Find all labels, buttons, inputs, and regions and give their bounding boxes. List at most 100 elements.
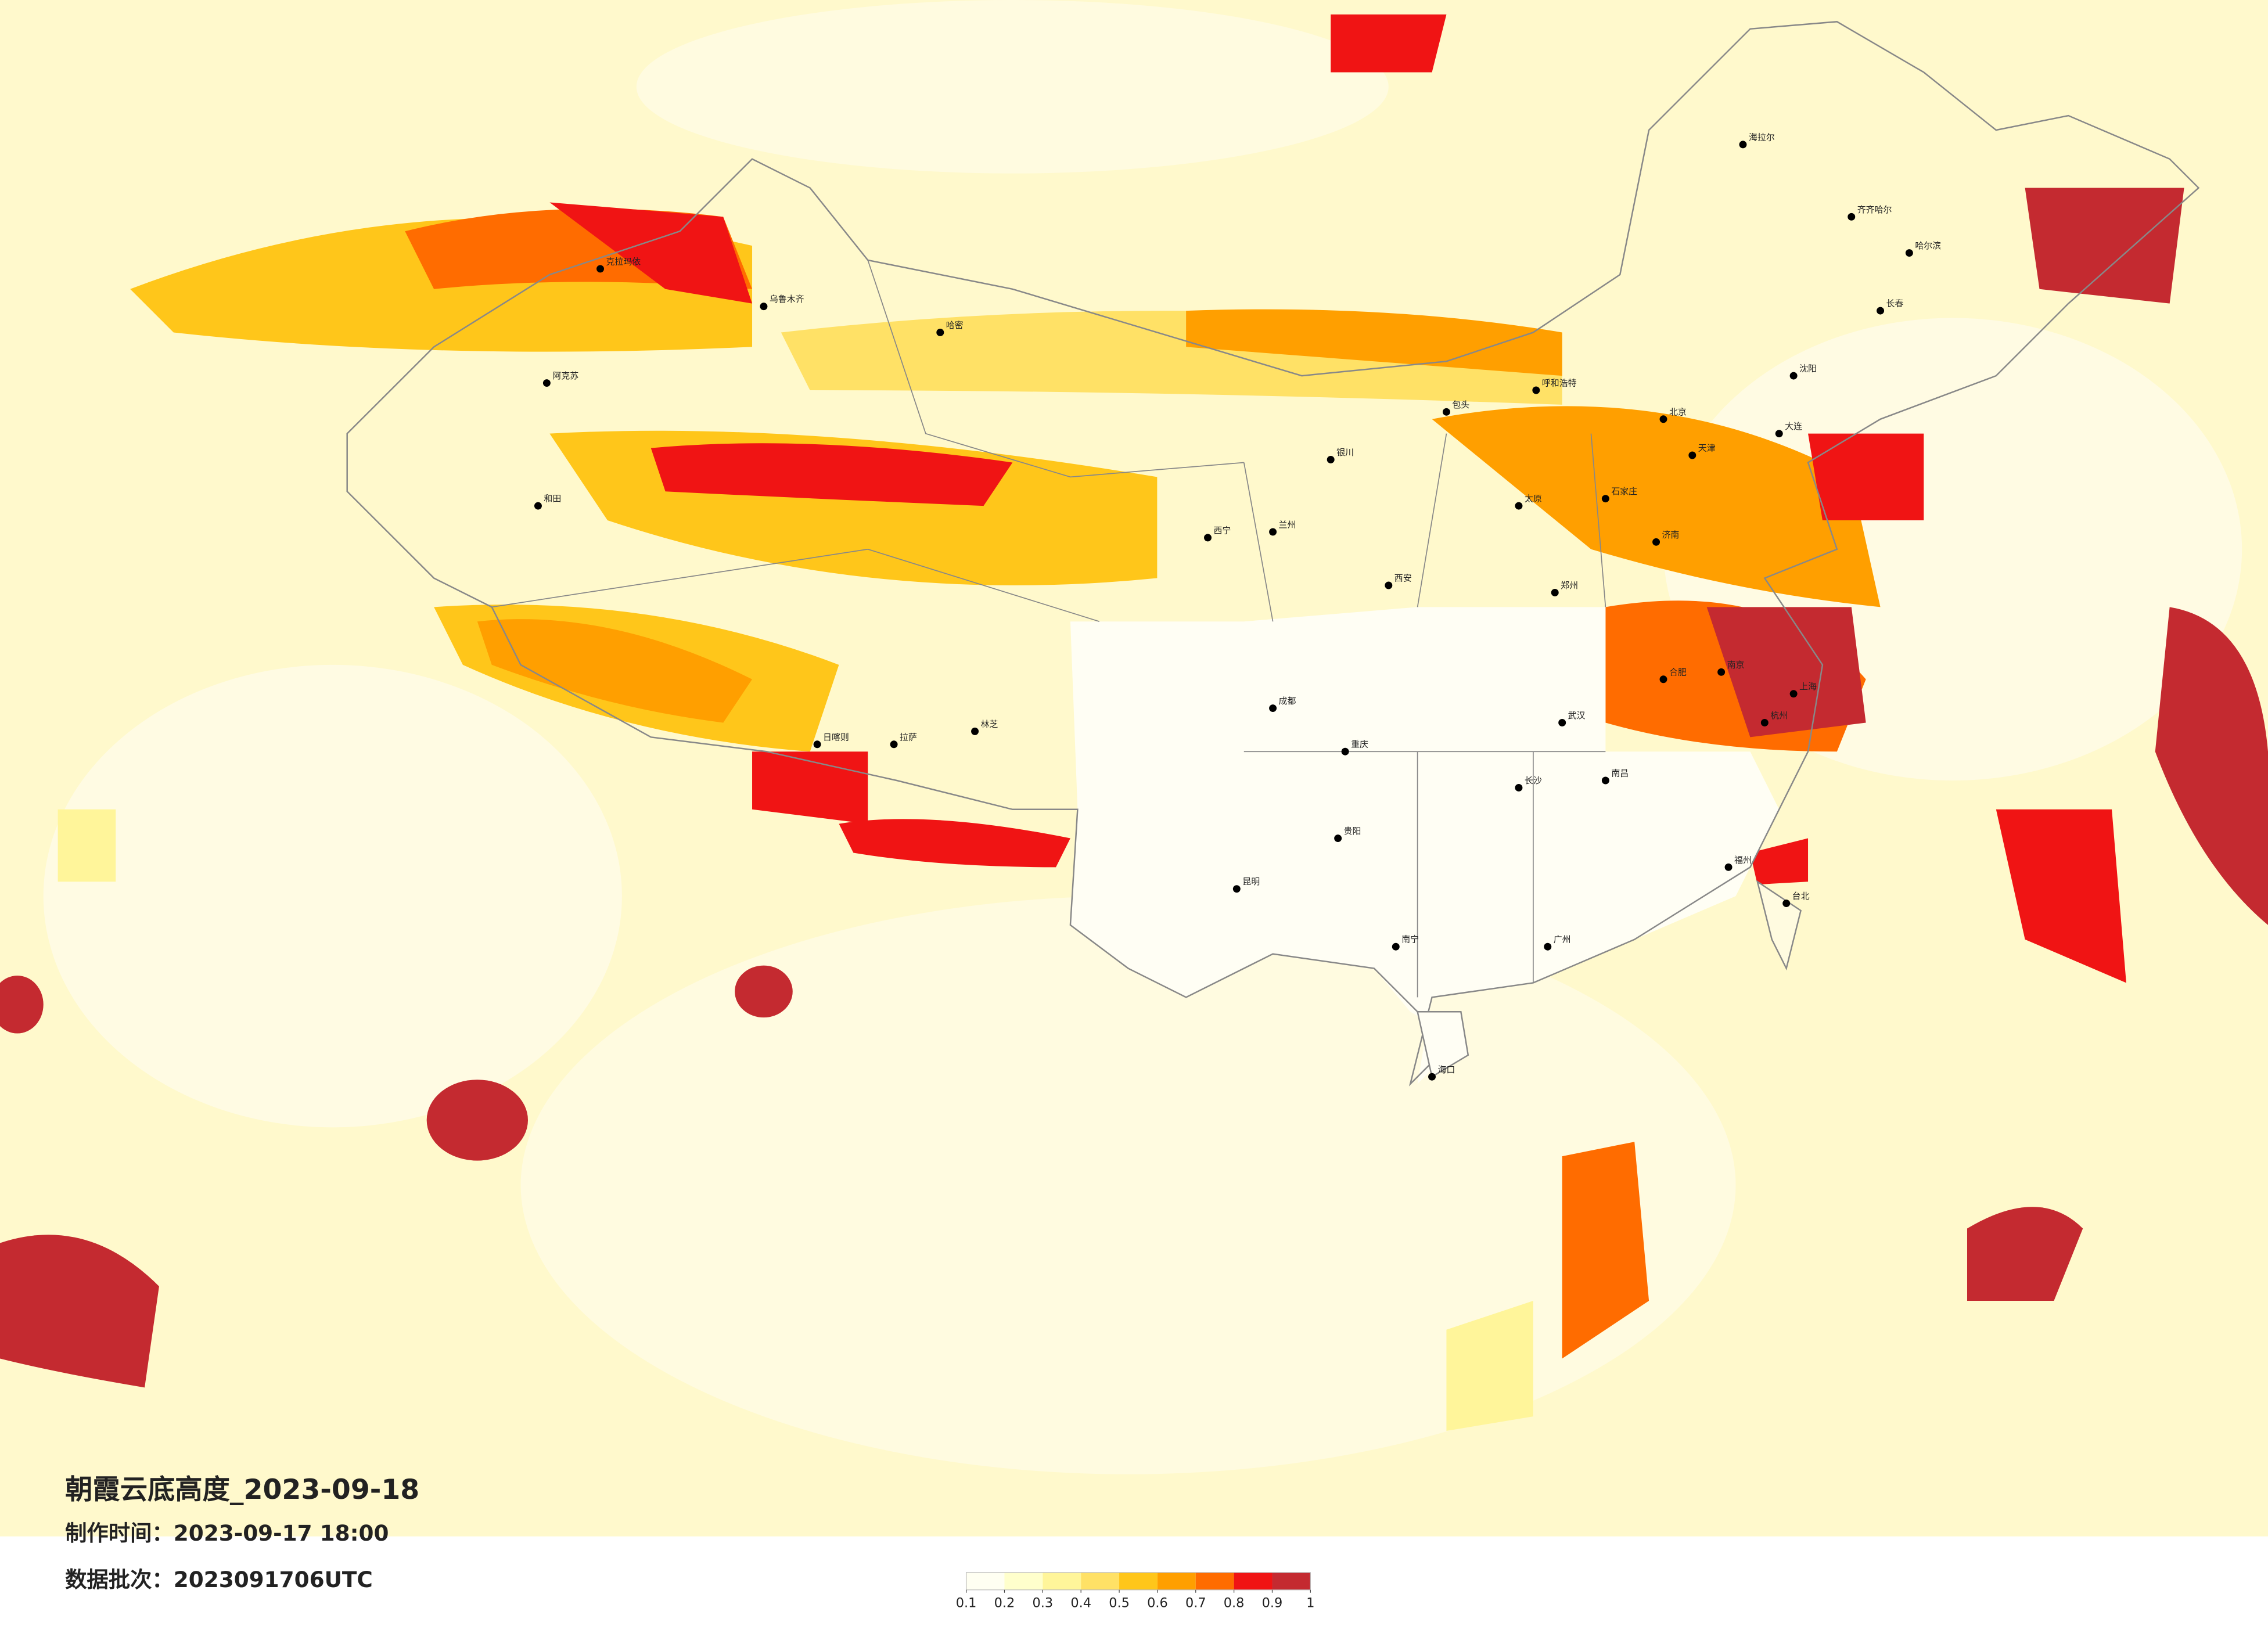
city-dot — [534, 502, 542, 510]
batch-label: 数据批次： — [65, 1567, 174, 1592]
city-dot — [1544, 942, 1552, 951]
city-dot — [760, 303, 768, 311]
colorbar-swatch — [1043, 1572, 1081, 1590]
city-dot — [1905, 249, 1913, 257]
colorbar-tick-label: 0.4 — [1070, 1596, 1091, 1611]
city-label: 石家庄 — [1611, 486, 1637, 497]
batch-value: 2023091706UTC — [174, 1567, 373, 1592]
city-label: 林芝 — [981, 719, 998, 729]
colorbar-swatch — [1004, 1572, 1043, 1590]
city-label: 哈尔滨 — [1915, 240, 1941, 251]
city-dot — [1515, 502, 1523, 510]
colorbar: 0.1 0.2 0.3 0.4 0.5 0.6 0.7 0.8 0.9 1 — [956, 1572, 1314, 1611]
city-label: 郑州 — [1561, 580, 1578, 591]
city-label: 拉萨 — [900, 732, 917, 742]
city-label: 天津 — [1698, 443, 1716, 454]
city-dot — [1789, 372, 1798, 380]
batch: 数据批次：2023091706UTC — [65, 1567, 373, 1592]
cloud-field — [0, 0, 2268, 1474]
city-label: 齐齐哈尔 — [1857, 204, 1892, 215]
city-label: 日喀则 — [823, 732, 849, 742]
city-label: 长沙 — [1525, 775, 1542, 786]
city-dot — [1269, 528, 1277, 536]
city-label: 海口 — [1437, 1064, 1455, 1075]
colorbar-tick-label: 0.5 — [1109, 1596, 1130, 1611]
city-label: 长春 — [1886, 298, 1904, 309]
colorbar-tick-label: 0.6 — [1147, 1596, 1168, 1611]
colorbar-swatch — [1234, 1572, 1273, 1590]
city-label: 乌鲁木齐 — [770, 294, 804, 304]
city-label: 济南 — [1662, 530, 1680, 540]
city-dot — [1877, 307, 1885, 315]
city-dot — [971, 727, 979, 735]
city-dot — [1760, 718, 1769, 726]
city-dot — [1269, 704, 1277, 713]
city-label: 海拉尔 — [1749, 132, 1775, 142]
city-label: 南京 — [1727, 660, 1745, 670]
city-dot — [936, 328, 944, 336]
city-label: 昆明 — [1242, 876, 1260, 887]
city-dot — [1232, 885, 1241, 893]
colorbar-tick-label: 0.1 — [956, 1596, 977, 1611]
city-label: 和田 — [544, 494, 561, 504]
city-dot — [1392, 942, 1400, 951]
city-dot — [1204, 534, 1212, 542]
city-label: 北京 — [1669, 406, 1687, 417]
city-label: 包头 — [1452, 400, 1469, 410]
city-dot — [1652, 538, 1660, 546]
china-border — [346, 21, 2200, 1087]
colorbar-swatch — [1157, 1572, 1196, 1590]
city-dot — [1739, 141, 1747, 149]
colorbar-swatch — [1272, 1572, 1311, 1590]
city-label: 西安 — [1394, 573, 1412, 584]
colorbar-tick-label: 0.9 — [1262, 1596, 1283, 1611]
colorbar-swatch — [1081, 1572, 1120, 1590]
city-label: 广州 — [1554, 934, 1571, 945]
city-label: 武汉 — [1568, 710, 1586, 721]
city-label: 兰州 — [1279, 519, 1296, 530]
city-dot — [1334, 834, 1342, 843]
city-dot — [1532, 386, 1540, 394]
production-time-label: 制作时间： — [65, 1520, 174, 1546]
city-label: 上海 — [1799, 681, 1817, 692]
colorbar-tick-label: 0.2 — [994, 1596, 1015, 1611]
production-time-value: 2023-09-17 18:00 — [174, 1520, 389, 1546]
city-dot — [1558, 718, 1566, 726]
city-label: 贵阳 — [1344, 826, 1361, 836]
colorbar-swatch — [1119, 1572, 1158, 1590]
city-label: 沈阳 — [1799, 364, 1817, 374]
city-label: 成都 — [1279, 696, 1296, 706]
colorbar-swatch — [1195, 1572, 1234, 1590]
city-label: 大连 — [1785, 421, 1802, 431]
city-label: 阿克苏 — [552, 370, 578, 381]
map-title: 朝霞云底高度_2023-09-18 — [65, 1474, 419, 1506]
city-label: 福州 — [1734, 855, 1752, 865]
city-dot — [1341, 747, 1349, 756]
city-label: 银川 — [1336, 447, 1354, 458]
city-label: 南宁 — [1401, 934, 1419, 945]
city-label: 西宁 — [1213, 525, 1231, 535]
city-dot — [1789, 690, 1798, 698]
city-label: 重庆 — [1351, 739, 1368, 750]
city-dot — [813, 740, 821, 749]
city-label: 呼和浩特 — [1542, 378, 1577, 388]
colorbar-frame — [965, 1572, 1311, 1591]
city-dot — [596, 265, 605, 273]
city-dot — [1428, 1073, 1436, 1081]
colorbar-tick-label: 0.7 — [1185, 1596, 1206, 1611]
city-label: 哈密 — [946, 320, 964, 330]
city-label: 杭州 — [1770, 710, 1788, 721]
city-dot — [1601, 776, 1609, 785]
city-label: 南昌 — [1611, 768, 1629, 779]
city-dot — [1775, 430, 1783, 438]
hainan-border — [1417, 1010, 1469, 1078]
city-dot — [1551, 588, 1559, 596]
city-label: 台北 — [1792, 891, 1810, 901]
city-dot — [1688, 451, 1696, 459]
city-dot — [1442, 408, 1450, 416]
city-dot — [1782, 900, 1791, 908]
city-label: 太原 — [1525, 494, 1542, 504]
city-dot — [1848, 213, 1856, 221]
